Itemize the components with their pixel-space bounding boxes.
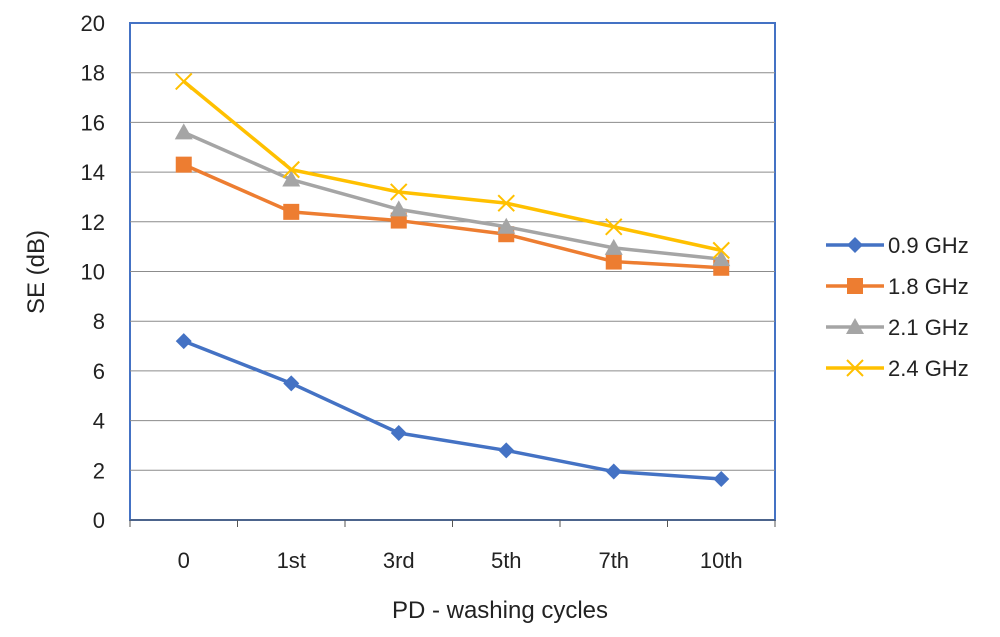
series-line	[183, 163, 722, 270]
data-point	[390, 212, 407, 229]
legend-label: 2.4 GHz	[888, 356, 969, 381]
series-line	[183, 339, 722, 481]
x-tick-label: 1st	[277, 548, 306, 573]
data-point	[282, 170, 301, 187]
legend-item: 0.9 GHz	[826, 233, 969, 258]
data-point	[390, 425, 407, 442]
series-line	[183, 130, 722, 261]
y-tick-label: 0	[93, 508, 105, 533]
y-tick-label: 10	[81, 260, 105, 285]
data-point	[605, 463, 622, 480]
y-axis-title: SE (dB)	[23, 230, 50, 314]
x-tick-label: 5th	[491, 548, 522, 573]
data-point	[605, 253, 622, 270]
x-axis-ticks: 0 1st 3rd 5th 7th 10th	[129, 519, 776, 573]
legend: 0.9 GHz 1.8 GHz 2.1 GHz 2.4 GHz	[826, 233, 969, 381]
y-tick-label: 2	[93, 458, 105, 483]
y-tick-label: 8	[93, 309, 105, 334]
y-tick-label: 20	[81, 11, 105, 36]
y-tick-label: 4	[93, 409, 105, 434]
data-point	[389, 200, 408, 217]
data-point	[283, 375, 300, 392]
legend-marker	[847, 237, 863, 253]
legend-marker	[846, 359, 864, 377]
data-point	[713, 470, 730, 487]
data-point	[712, 250, 731, 267]
series-3	[175, 72, 730, 260]
data-point	[174, 123, 193, 140]
x-tick-label: 10th	[700, 548, 743, 573]
data-point	[498, 442, 515, 459]
data-point	[605, 218, 623, 236]
series-2	[174, 123, 731, 267]
x-tick-label: 7th	[598, 548, 629, 573]
x-axis-title: PD - washing cycles	[392, 597, 608, 624]
legend-item: 2.4 GHz	[826, 356, 969, 381]
data-point	[175, 72, 193, 91]
y-tick-label: 12	[81, 210, 105, 235]
legend-item: 2.1 GHz	[826, 315, 969, 340]
series-layer	[174, 72, 731, 487]
legend-marker	[846, 318, 864, 334]
data-point	[283, 203, 300, 220]
data-point	[390, 183, 408, 201]
y-tick-label: 16	[81, 110, 105, 135]
data-point	[175, 156, 192, 173]
legend-label: 2.1 GHz	[888, 315, 969, 340]
y-tick-label: 14	[81, 160, 105, 185]
x-tick-label: 3rd	[383, 548, 415, 573]
series-line	[182, 80, 722, 253]
gridlines	[130, 72, 775, 471]
legend-marker	[847, 278, 863, 294]
data-point	[712, 241, 730, 260]
series-0	[175, 333, 730, 487]
y-tick-label: 18	[81, 61, 105, 86]
data-point	[497, 217, 516, 234]
data-point	[175, 333, 192, 350]
legend-label: 1.8 GHz	[888, 274, 969, 299]
data-point	[282, 160, 300, 179]
y-tick-label: 6	[93, 359, 105, 384]
x-tick-label: 0	[178, 548, 190, 573]
data-point	[497, 194, 515, 212]
legend-label: 0.9 GHz	[888, 233, 969, 258]
legend-item: 1.8 GHz	[826, 274, 969, 299]
y-axis-ticks: 0 2 4 6 8 10 12 14 16 18 20	[81, 11, 105, 533]
data-point	[604, 238, 623, 255]
